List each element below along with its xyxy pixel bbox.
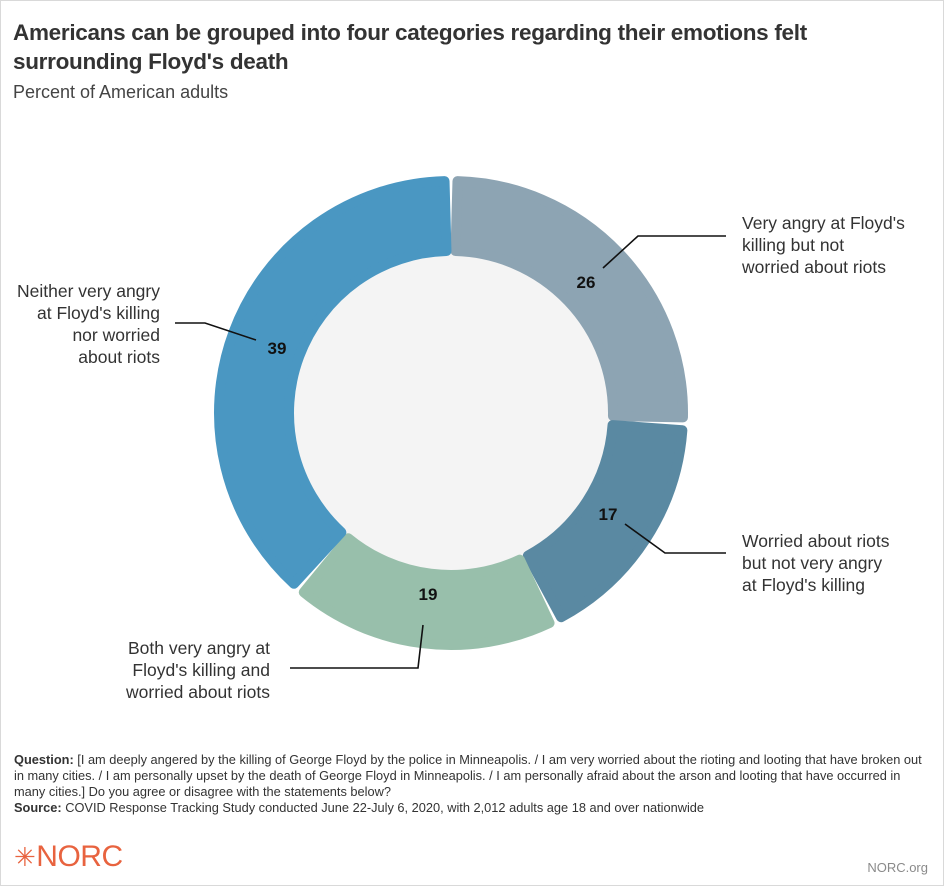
value-label-26: 26 bbox=[577, 273, 596, 292]
leader-neither bbox=[175, 322, 257, 341]
leader-very-angry-not-worried bbox=[602, 235, 726, 269]
label-line: killing but not bbox=[742, 235, 845, 255]
slice-very-angry-not-worried bbox=[450, 176, 688, 423]
value-label-19: 19 bbox=[419, 585, 438, 604]
label-line: at Floyd's killing bbox=[742, 575, 865, 595]
question-text: [I am deeply angered by the killing of G… bbox=[14, 752, 922, 799]
label-line: worried about riots bbox=[742, 257, 886, 277]
label-line: Neither very angry bbox=[17, 281, 160, 301]
label-line: nor worried bbox=[72, 325, 160, 345]
slice-worried-not-angry bbox=[522, 420, 688, 623]
label-neither: Neither very angry at Floyd's killing no… bbox=[0, 280, 160, 368]
label-line: at Floyd's killing bbox=[37, 303, 160, 323]
label-line: worried about riots bbox=[126, 682, 270, 702]
value-label-17: 17 bbox=[599, 505, 618, 524]
donut-hole bbox=[291, 253, 611, 573]
chart-title: Americans can be grouped into four categ… bbox=[13, 20, 807, 74]
chart-notes: Question: [I am deeply angered by the ki… bbox=[14, 752, 934, 816]
label-line: about riots bbox=[78, 347, 160, 367]
label-line: but not very angry bbox=[742, 553, 883, 573]
label-both: Both very angry at Floyd's killing and w… bbox=[70, 637, 270, 703]
donut-chart: 26 17 19 39 bbox=[175, 176, 726, 669]
label-worried-not-angry: Worried about riots but not very angry a… bbox=[742, 530, 890, 596]
value-label-39: 39 bbox=[268, 339, 287, 358]
label-line: Very angry at Floyd's bbox=[742, 213, 905, 233]
label-line: Worried about riots bbox=[742, 531, 890, 551]
source-label: Source: bbox=[14, 800, 62, 815]
norc-logo: ✳NORC bbox=[14, 840, 123, 874]
label-line: Floyd's killing and bbox=[132, 660, 270, 680]
source-note: Source: COVID Response Tracking Study co… bbox=[14, 800, 934, 816]
question-label: Question: bbox=[14, 752, 74, 767]
label-line: Both very angry at bbox=[127, 638, 270, 658]
leader-both bbox=[290, 624, 424, 669]
label-very-angry-not-worried: Very angry at Floyd's killing but not wo… bbox=[742, 212, 905, 278]
site-link[interactable]: NORC.org bbox=[867, 860, 928, 875]
leader-worried-not-angry bbox=[624, 523, 726, 554]
slice-both bbox=[298, 533, 555, 650]
chart-subtitle: Percent of American adults bbox=[13, 82, 229, 102]
norc-star-icon: ✳ bbox=[14, 842, 36, 872]
source-text: COVID Response Tracking Study conducted … bbox=[61, 800, 705, 815]
slice-neither bbox=[214, 176, 452, 589]
norc-logo-text: NORC bbox=[36, 840, 123, 873]
question-note: Question: [I am deeply angered by the ki… bbox=[14, 752, 934, 800]
